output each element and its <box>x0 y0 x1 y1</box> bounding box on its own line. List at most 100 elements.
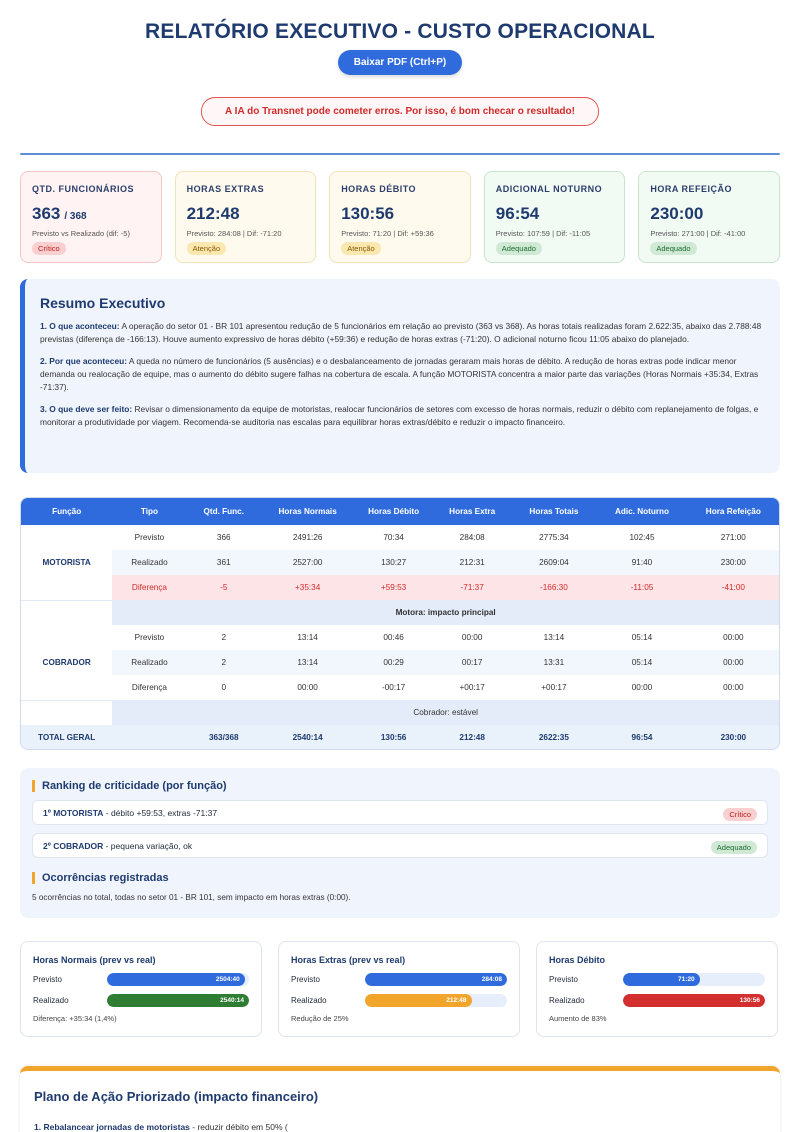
kpi-value: 212:48 <box>186 204 240 223</box>
table-cell: -00:17 <box>382 683 406 692</box>
status-badge: Adequado <box>710 840 757 854</box>
status-badge: Adequado <box>495 242 542 255</box>
bar-card-title: Horas Normais (prev vs real) <box>33 955 156 965</box>
table-cell: 00:00 <box>297 683 318 692</box>
bar-fill: 2540:14 <box>107 994 249 1007</box>
table-cell: 13:14 <box>543 633 565 642</box>
bar-card-debit-hours: Horas Débito Previsto 71:20 Realizado 13… <box>536 941 778 1037</box>
kpi-label: ADICIONAL NOTURNO <box>495 184 603 194</box>
function-cell: MOTORISTA <box>21 525 113 601</box>
table-cell: 2609:04 <box>511 550 597 575</box>
table-cell: 2775:34 <box>539 533 569 542</box>
kpi-card-debit-hours: HORAS DÉBITO 130:56 Previsto: 71:20 | Di… <box>329 171 471 263</box>
table-cell: 2622:35 <box>511 725 597 749</box>
kpi-subtext: Previsto: 284:08 | Dif: -71:20 <box>186 229 282 238</box>
occurrences-text: 5 ocorrências no total, todas no setor 0… <box>32 893 351 902</box>
table-cell: 0 <box>221 683 227 692</box>
bar-label: Previsto <box>291 975 320 984</box>
bar-note: Diferença: +35:34 (1,4%) <box>33 1014 117 1023</box>
table-cell: 230:00 <box>687 725 779 749</box>
status-badge: Atenção <box>341 242 381 255</box>
table-cell: 2491:26 <box>292 533 323 542</box>
table-cell: 2 <box>221 633 227 642</box>
table-cell: +00:17 <box>459 683 485 692</box>
table-header: Hora Refeição <box>687 498 779 525</box>
bar-track: 212:48 <box>365 994 507 1007</box>
table-note-row: Cobrador: estável <box>21 700 779 725</box>
table-note: Cobrador: estável <box>112 700 779 725</box>
table-row: Diferença 0 00:00 -00:17 +00:17 +00:17 0… <box>21 675 779 700</box>
action-plan-item: 1. Rebalancear jornadas de motoristas - … <box>34 1122 288 1132</box>
page-title: RELATÓRIO EXECUTIVO - CUSTO OPERACIONAL <box>145 20 655 43</box>
bar-card-title: Horas Extras (prev vs real) <box>291 955 406 965</box>
table-cell: 05:14 <box>596 650 688 675</box>
table-cell: 2527:00 <box>260 550 355 575</box>
table-cell: 05:14 <box>631 633 653 642</box>
table-row: Realizado 2 13:14 00:29 00:17 13:31 05:1… <box>21 650 779 675</box>
header-divider <box>20 153 780 155</box>
table-cell: 00:00 <box>631 683 653 692</box>
kpi-subtext: Previsto vs Realizado (dif: -5) <box>32 229 130 238</box>
table-cell: Previsto <box>134 533 165 542</box>
table-note-row: Motora: impacto principal <box>21 600 779 625</box>
bar-label: Previsto <box>33 975 62 984</box>
table-header: Qtd. Func. <box>186 498 261 525</box>
table-cell: 366 <box>216 533 231 542</box>
comparison-cards: Horas Normais (prev vs real) Previsto 25… <box>20 941 780 1037</box>
summary-title: Resumo Executivo <box>40 295 166 311</box>
bar-card-overtime: Horas Extras (prev vs real) Previsto 284… <box>278 941 520 1037</box>
kpi-card-meal-hour: HORA REFEIÇÃO 230:00 Previsto: 271:00 | … <box>638 171 780 263</box>
occurrences-title: Ocorrências registradas <box>32 872 768 884</box>
table-note: Motora: impacto principal <box>112 600 779 625</box>
list-item: 1º MOTORISTA - débito +59:53, extras -71… <box>32 800 768 825</box>
download-pdf-button[interactable]: Baixar PDF (Ctrl+P) <box>337 50 463 75</box>
table-row: Diferença -5 +35:34 +59:53 -71:37 -166:3… <box>21 575 779 600</box>
kpi-label: HORAS EXTRAS <box>186 184 265 194</box>
table-cell: 70:34 <box>383 533 404 542</box>
table-cell: Previsto <box>134 633 165 642</box>
bar-fill: 212:48 <box>365 994 472 1007</box>
kpi-card-night-shift: ADICIONAL NOTURNO 96:54 Previsto: 107:59… <box>483 171 626 263</box>
table-cell: 212:31 <box>432 550 512 575</box>
kpi-value: 96:54 <box>495 204 540 223</box>
bar-label: Realizado <box>33 996 69 1005</box>
action-plan-title: Plano de Ação Priorizado (impacto financ… <box>34 1089 319 1104</box>
table-cell: 230:00 <box>687 550 779 575</box>
bar-note: Redução de 25% <box>291 1014 349 1023</box>
table-cell: 13:31 <box>511 650 597 675</box>
table-cell: 130:27 <box>354 550 433 575</box>
executive-summary: Resumo Executivo 1. O que aconteceu: A o… <box>20 279 780 473</box>
ai-warning-banner: A IA do Transnet pode cometer erros. Por… <box>201 97 599 126</box>
table-cell: 00:29 <box>354 650 433 675</box>
kpi-value-suffix: / 368 <box>64 211 87 222</box>
bar-card-title: Horas Débito <box>549 955 606 965</box>
kpi-value: 130:56 <box>341 204 395 223</box>
table-cell: -166:30 <box>511 575 597 600</box>
summary-paragraph-2: 2. Por que aconteceu: A queda no número … <box>40 356 759 393</box>
bar-fill: 130:56 <box>623 994 765 1007</box>
kpi-subtext: Previsto: 271:00 | Dif: -41:00 <box>650 229 746 238</box>
table-cell: 91:40 <box>596 550 688 575</box>
table-cell: Realizado <box>112 650 187 675</box>
table-row: Realizado 361 2527:00 130:27 212:31 2609… <box>21 550 779 575</box>
bar-track: 130:56 <box>623 994 765 1007</box>
table-header: Horas Extra <box>432 498 512 525</box>
table-cell: Realizado <box>112 550 187 575</box>
table-header: Horas Normais <box>260 498 355 525</box>
status-badge: Crítico <box>32 242 66 255</box>
table-cell: 271:00 <box>720 533 746 542</box>
table-cell: 13:14 <box>260 650 355 675</box>
table-cell: 2 <box>186 650 261 675</box>
bar-track: 284:08 <box>365 973 507 986</box>
table-cell: 102:45 <box>629 533 655 542</box>
report-header: RELATÓRIO EXECUTIVO - CUSTO OPERACIONAL … <box>0 0 800 126</box>
bar-track: 2504:40 <box>107 973 249 986</box>
hours-table: Função Tipo Qtd. Func. Horas Normais Hor… <box>20 497 780 750</box>
bar-row-planned: Previsto 284:08 <box>291 973 507 986</box>
bar-track: 71:20 <box>623 973 765 986</box>
summary-paragraph-3: 3. O que deve ser feito: Revisar o dimen… <box>40 404 759 428</box>
table-cell: 363/368 <box>186 725 261 749</box>
table-cell: +35:34 <box>260 575 355 600</box>
table-cell: -5 <box>186 575 261 600</box>
bar-fill: 71:20 <box>623 973 700 986</box>
